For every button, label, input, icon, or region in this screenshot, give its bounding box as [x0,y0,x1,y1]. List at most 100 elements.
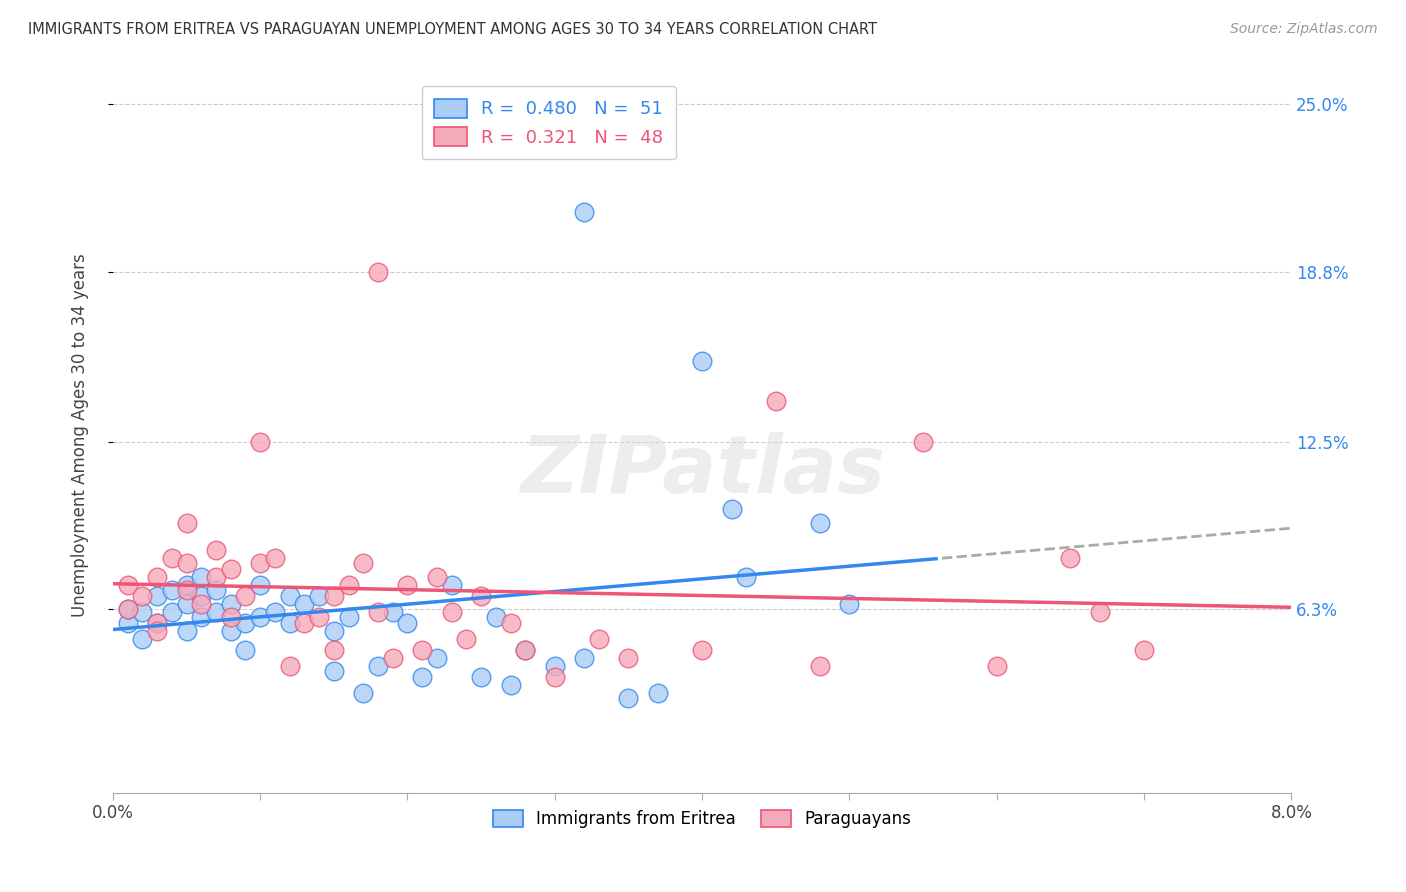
Point [146,615,169,630]
Text: ZIPatlas: ZIPatlas [520,432,884,510]
Point [176,624,198,638]
Point [322,589,344,603]
Point [176,516,198,530]
Point [146,624,169,638]
Point [426,650,449,665]
Point [205,605,228,619]
Point [264,605,287,619]
Point [235,589,257,603]
Point [160,550,183,565]
Point [176,597,198,611]
Point [249,556,271,570]
Point [219,624,242,638]
Point [308,610,330,624]
Point [160,605,183,619]
Point [176,556,198,570]
Point [838,597,860,611]
Point [146,615,169,630]
Point [190,570,212,584]
Point [367,265,389,279]
Point [367,605,389,619]
Point [367,658,389,673]
Point [131,589,153,603]
Point [292,615,315,630]
Point [396,615,419,630]
Point [690,642,713,657]
Point [322,642,344,657]
Point [515,642,537,657]
Point [160,583,183,598]
Point [190,610,212,624]
Point [411,642,433,657]
Point [117,602,139,616]
Point [131,605,153,619]
Point [352,556,374,570]
Point [117,615,139,630]
Point [205,542,228,557]
Point [249,434,271,449]
Point [912,434,935,449]
Point [986,658,1008,673]
Point [146,589,169,603]
Point [1088,605,1111,619]
Point [574,205,596,219]
Point [235,615,257,630]
Point [440,578,463,592]
Point [292,597,315,611]
Point [337,578,360,592]
Point [647,686,669,700]
Point [190,597,212,611]
Point [176,578,198,592]
Point [117,578,139,592]
Point [381,650,404,665]
Point [499,615,522,630]
Point [249,578,271,592]
Point [485,610,508,624]
Point [219,561,242,575]
Point [470,589,492,603]
Point [440,605,463,619]
Point [765,394,787,409]
Point [544,658,567,673]
Point [278,658,301,673]
Point [219,610,242,624]
Text: Source: ZipAtlas.com: Source: ZipAtlas.com [1230,22,1378,37]
Point [808,516,831,530]
Point [322,624,344,638]
Point [131,632,153,646]
Point [456,632,478,646]
Text: IMMIGRANTS FROM ERITREA VS PARAGUAYAN UNEMPLOYMENT AMONG AGES 30 TO 34 YEARS COR: IMMIGRANTS FROM ERITREA VS PARAGUAYAN UN… [28,22,877,37]
Point [588,632,610,646]
Point [690,354,713,368]
Point [544,670,567,684]
Legend: Immigrants from Eritrea, Paraguayans: Immigrants from Eritrea, Paraguayans [486,803,918,834]
Point [720,502,742,516]
Point [337,610,360,624]
Point [249,610,271,624]
Point [322,664,344,678]
Point [308,589,330,603]
Point [146,570,169,584]
Point [205,583,228,598]
Point [499,678,522,692]
Point [381,605,404,619]
Point [219,597,242,611]
Point [426,570,449,584]
Point [352,686,374,700]
Point [1133,642,1156,657]
Point [735,570,758,584]
Point [617,691,640,706]
Point [470,670,492,684]
Point [278,589,301,603]
Point [117,602,139,616]
Point [235,642,257,657]
Point [411,670,433,684]
Point [808,658,831,673]
Y-axis label: Unemployment Among Ages 30 to 34 years: Unemployment Among Ages 30 to 34 years [72,253,89,617]
Point [1059,550,1081,565]
Point [617,650,640,665]
Point [574,650,596,665]
Point [176,583,198,598]
Point [264,550,287,565]
Point [515,642,537,657]
